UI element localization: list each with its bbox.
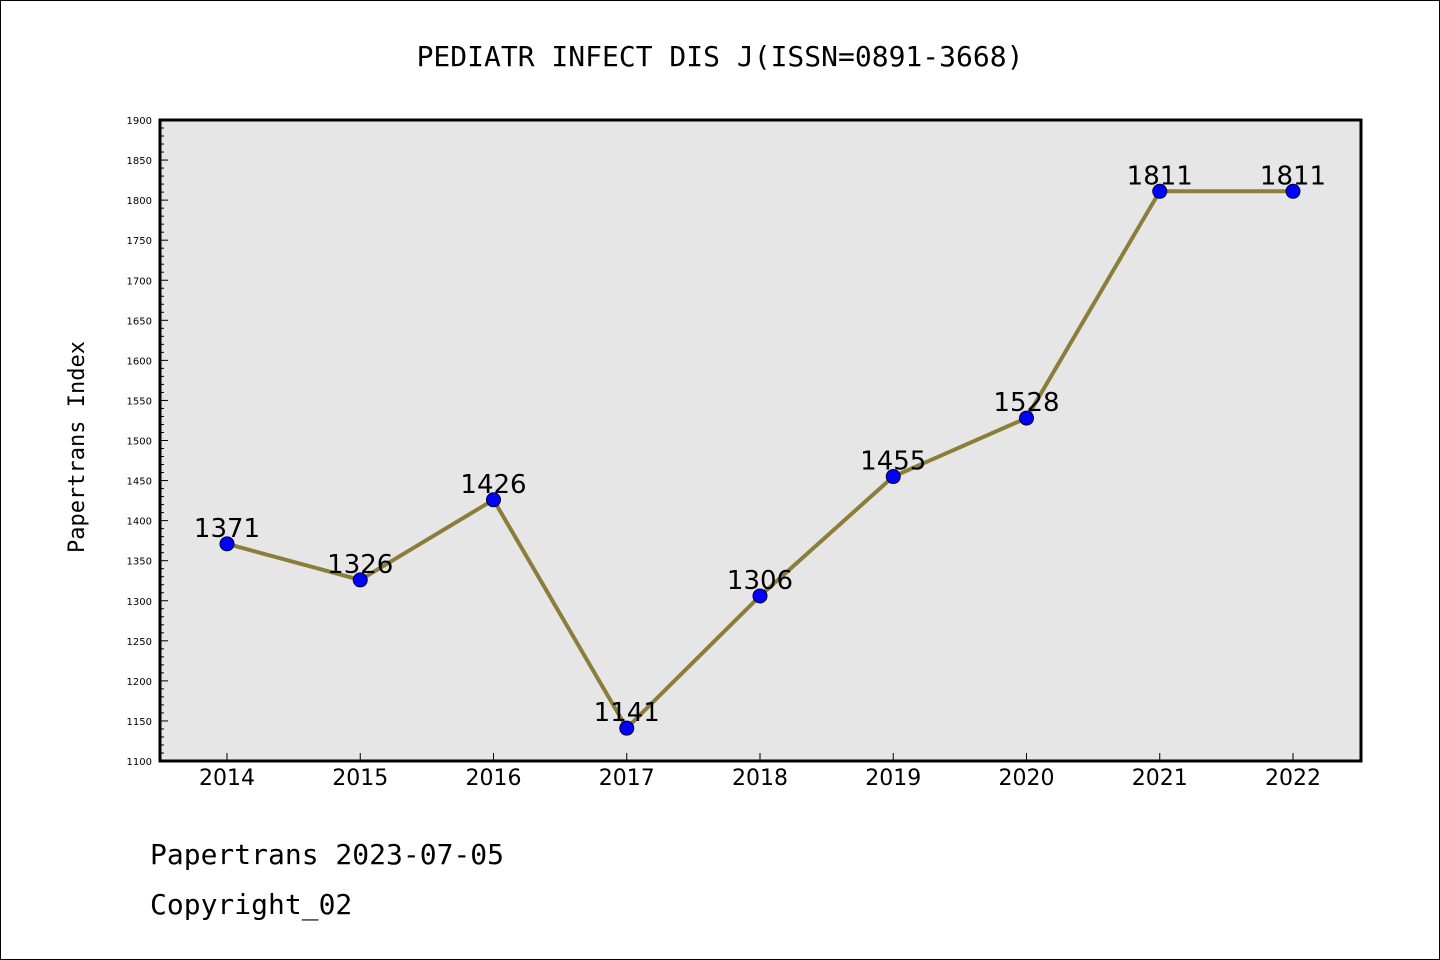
data-labels: 1371 1326 1426 1141 1306 1455 1528 1811 1811 (194, 161, 1326, 728)
data-label: 1371 (194, 514, 260, 544)
x-tick-label: 2022 (1265, 766, 1321, 791)
data-label: 1811 (1260, 161, 1326, 191)
y-tick-label: 1650 (127, 316, 152, 327)
data-point (752, 588, 768, 604)
y-tick-label: 1250 (127, 637, 152, 648)
x-tick-label: 2020 (999, 766, 1055, 791)
data-label: 1455 (860, 447, 926, 477)
x-tick-label: 2015 (332, 766, 388, 791)
y-axis-label: Papertrans Index (65, 341, 90, 553)
data-point (1019, 410, 1034, 426)
footer-copyright: Copyright_02 (150, 888, 352, 922)
data-point (486, 492, 501, 508)
y-tick-label: 1100 (127, 757, 152, 768)
x-tick-label: 2018 (732, 766, 788, 791)
y-tick-label: 1450 (127, 477, 152, 488)
y-tick-label: 1150 (127, 717, 152, 728)
y-tick-label: 1200 (127, 677, 152, 688)
x-tick-label: 2019 (865, 766, 921, 791)
chart-title: PEDIATR INFECT DIS J(ISSN=0891-3668) (417, 40, 1024, 73)
data-point (1152, 183, 1168, 199)
plot-area (160, 120, 1361, 761)
plot-border (158, 118, 1363, 763)
series-layer (219, 183, 1301, 736)
y-tick-label: 1800 (127, 196, 152, 207)
footer-date: Papertrans 2023-07-05 (150, 838, 504, 871)
data-label: 1426 (460, 470, 526, 500)
y-tick-label: 1900 (127, 116, 152, 127)
data-point (352, 572, 368, 588)
x-tick-label: 2016 (466, 766, 522, 791)
y-axis: 1100 1150 1200 1250 1300 1350 1400 1450 1500 1550… (127, 116, 168, 768)
y-tick-label: 1850 (127, 156, 152, 167)
y-tick-label: 1500 (127, 437, 152, 448)
x-axis: 2014 2015 2016 2017 2018 2019 2020 2021 2022 (199, 753, 1321, 791)
data-label: 1141 (594, 698, 660, 728)
y-tick-label: 1750 (127, 236, 152, 247)
data-point (619, 720, 635, 736)
data-label: 1326 (327, 550, 393, 580)
x-tick-label: 2017 (599, 766, 655, 791)
data-label: 1811 (1127, 161, 1193, 191)
data-point (885, 469, 901, 485)
data-point (1285, 183, 1301, 199)
y-tick-label: 1550 (127, 396, 152, 407)
y-tick-label: 1300 (127, 597, 152, 608)
x-tick-label: 2014 (199, 766, 255, 791)
y-tick-label: 1600 (127, 356, 152, 367)
y-tick-label: 1400 (127, 517, 152, 528)
y-tick-label: 1700 (127, 276, 152, 287)
data-point (219, 536, 235, 552)
data-label: 1528 (993, 388, 1059, 418)
data-label: 1306 (727, 566, 793, 596)
y-tick-label: 1350 (127, 557, 152, 568)
x-tick-label: 2021 (1132, 766, 1188, 791)
